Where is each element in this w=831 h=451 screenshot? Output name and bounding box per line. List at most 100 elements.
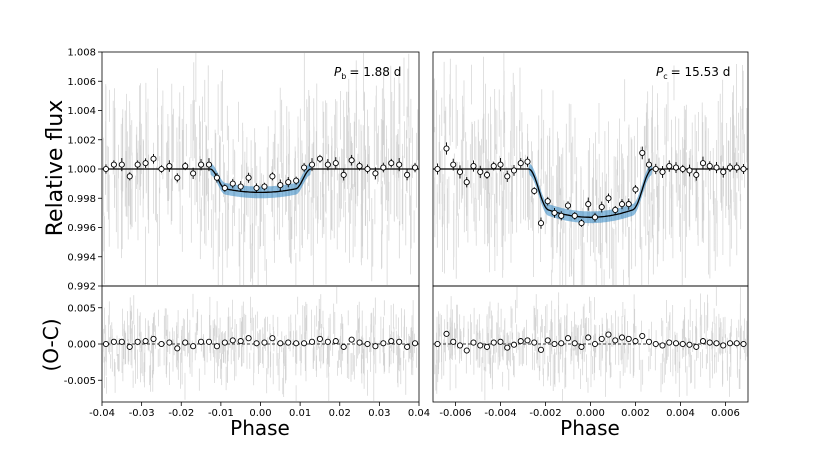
- binned-point: [316, 335, 323, 342]
- x-tick-label: 0.002: [621, 408, 650, 419]
- binned-point: [404, 343, 411, 350]
- binned-point: [618, 201, 626, 208]
- binned-point: [726, 164, 734, 171]
- binned-point: [578, 220, 585, 227]
- binned-point: [490, 339, 497, 346]
- binned-point: [713, 164, 720, 171]
- binned-point: [639, 149, 646, 156]
- binned-points-layer: [102, 142, 747, 354]
- binned-point: [142, 160, 149, 167]
- binned-point: [158, 165, 165, 173]
- ylabel-relative-flux: Relative flux: [43, 100, 68, 237]
- x-tick-label: 0.01: [289, 408, 311, 419]
- binned-point: [672, 164, 680, 171]
- model-uncertainty-band: [102, 163, 419, 199]
- binned-point: [364, 340, 371, 348]
- binned-point: [456, 168, 464, 175]
- binned-point: [166, 163, 173, 170]
- binned-point: [483, 343, 491, 350]
- binned-point: [316, 155, 323, 162]
- binned-point: [497, 161, 504, 168]
- binned-point: [558, 212, 565, 219]
- x-tick-label: -0.03: [129, 408, 155, 419]
- y-tick-label: 1.000: [67, 165, 96, 176]
- binned-point: [686, 341, 693, 348]
- binned-point: [198, 338, 205, 345]
- binned-point: [118, 161, 125, 168]
- binned-point: [221, 184, 228, 192]
- binned-point: [340, 343, 347, 350]
- binned-point: [237, 338, 244, 345]
- x-tick-label: 0.004: [666, 408, 695, 419]
- binned-point: [564, 202, 572, 209]
- binned-point: [470, 163, 477, 170]
- binned-point: [388, 338, 395, 345]
- x-tick-label: 0.00: [249, 408, 271, 419]
- binned-point: [245, 174, 252, 181]
- x-tick-label: 0.03: [368, 408, 390, 419]
- x-tick-label: 0.02: [329, 408, 351, 419]
- binned-point: [285, 339, 292, 346]
- binned-point: [213, 343, 220, 350]
- y-tick-label: 0.996: [67, 223, 96, 234]
- binned-point: [659, 168, 666, 175]
- binned-point: [301, 340, 308, 347]
- binned-point: [293, 340, 300, 347]
- binned-point: [293, 177, 300, 184]
- binned-point: [733, 340, 740, 347]
- xlabel-left: Phase: [230, 416, 290, 440]
- binned-point: [740, 165, 747, 173]
- binned-point: [612, 337, 619, 344]
- binned-point: [253, 340, 260, 347]
- x-tick-label: 0.04: [408, 408, 430, 419]
- binned-point: [142, 338, 149, 345]
- binned-point: [531, 339, 538, 346]
- binned-point: [558, 340, 565, 347]
- binned-point: [221, 339, 228, 346]
- binned-point: [706, 339, 713, 346]
- binned-point: [372, 343, 379, 350]
- binned-point: [277, 182, 284, 189]
- binned-point: [578, 343, 585, 350]
- binned-point: [585, 334, 592, 341]
- binned-point: [166, 339, 173, 346]
- binned-point: [686, 167, 693, 174]
- binned-point: [625, 201, 632, 208]
- binned-point: [517, 160, 524, 167]
- binned-point: [726, 340, 734, 347]
- binned-point: [110, 161, 117, 168]
- binned-point: [301, 164, 308, 171]
- binned-point: [450, 338, 457, 345]
- binned-point: [504, 173, 511, 180]
- binned-point: [174, 174, 181, 181]
- binned-point: [490, 163, 497, 170]
- binned-point: [332, 338, 339, 345]
- binned-point: [126, 343, 133, 350]
- binned-point: [605, 331, 612, 338]
- binned-point: [585, 201, 592, 208]
- binned-point: [645, 338, 653, 345]
- binned-point: [411, 340, 419, 347]
- binned-point: [679, 165, 686, 173]
- binned-point: [261, 339, 268, 346]
- period-annotation-c: Pc = 15.53 d: [656, 65, 730, 81]
- binned-point: [182, 163, 189, 170]
- binned-point: [118, 338, 125, 345]
- binned-point: [551, 340, 558, 348]
- binned-point: [510, 341, 518, 348]
- binned-point: [477, 342, 484, 349]
- binned-point: [672, 340, 680, 347]
- binned-point: [652, 340, 659, 348]
- binned-point: [605, 195, 612, 202]
- binned-point: [666, 163, 673, 170]
- binned-point: [652, 165, 659, 173]
- binned-point: [517, 338, 524, 345]
- binned-point: [134, 338, 141, 345]
- binned-point: [308, 338, 316, 345]
- binned-point: [134, 161, 141, 168]
- transit-model-line: [433, 168, 748, 218]
- binned-point: [434, 165, 441, 173]
- binned-point: [364, 165, 371, 173]
- binned-point: [434, 340, 441, 348]
- binned-point: [126, 173, 133, 180]
